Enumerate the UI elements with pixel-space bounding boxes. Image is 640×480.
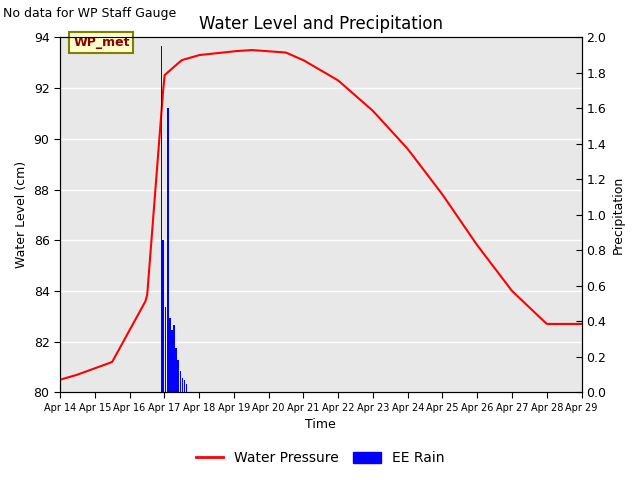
Text: No data for WP Staff Gauge: No data for WP Staff Gauge [3, 7, 177, 20]
Bar [175, 348, 177, 393]
Bar [165, 307, 166, 393]
Bar [186, 384, 188, 393]
Legend: Water Pressure, EE Rain: Water Pressure, EE Rain [190, 445, 450, 471]
Y-axis label: Precipitation: Precipitation [612, 176, 625, 254]
Bar [161, 46, 163, 393]
Bar [177, 360, 179, 393]
Bar [167, 108, 168, 393]
Bar [169, 318, 171, 393]
Bar [163, 240, 164, 393]
Text: WP_met: WP_met [73, 36, 130, 49]
X-axis label: Time: Time [305, 419, 336, 432]
Bar [173, 325, 175, 393]
Bar [171, 330, 173, 393]
Bar [179, 371, 181, 393]
Title: Water Level and Precipitation: Water Level and Precipitation [199, 15, 443, 33]
Bar [184, 380, 185, 393]
Bar [182, 378, 183, 393]
Y-axis label: Water Level (cm): Water Level (cm) [15, 161, 28, 268]
